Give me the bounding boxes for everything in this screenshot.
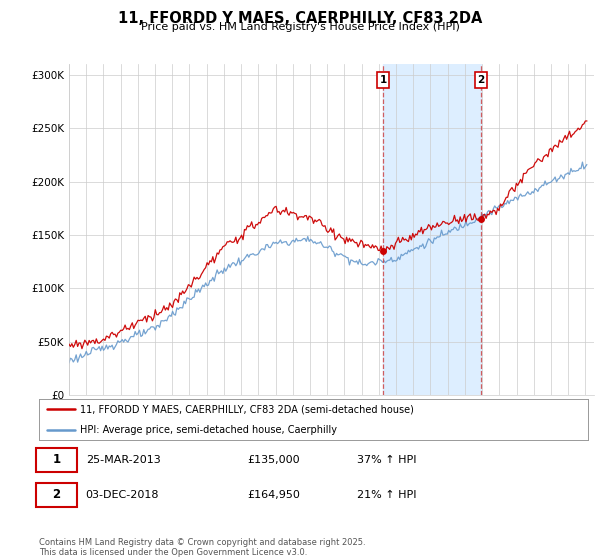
Text: Price paid vs. HM Land Registry's House Price Index (HPI): Price paid vs. HM Land Registry's House …	[140, 22, 460, 32]
Text: 2: 2	[477, 75, 484, 85]
Text: 25-MAR-2013: 25-MAR-2013	[86, 455, 160, 465]
Text: 1: 1	[379, 75, 386, 85]
Text: £135,000: £135,000	[248, 455, 300, 465]
FancyBboxPatch shape	[36, 448, 77, 472]
Text: 03-DEC-2018: 03-DEC-2018	[86, 490, 159, 500]
Text: 11, FFORDD Y MAES, CAERPHILLY, CF83 2DA: 11, FFORDD Y MAES, CAERPHILLY, CF83 2DA	[118, 11, 482, 26]
Text: HPI: Average price, semi-detached house, Caerphilly: HPI: Average price, semi-detached house,…	[80, 424, 337, 435]
Text: 11, FFORDD Y MAES, CAERPHILLY, CF83 2DA (semi-detached house): 11, FFORDD Y MAES, CAERPHILLY, CF83 2DA …	[80, 404, 414, 414]
Text: 21% ↑ HPI: 21% ↑ HPI	[358, 490, 417, 500]
FancyBboxPatch shape	[36, 483, 77, 507]
Text: 2: 2	[53, 488, 61, 501]
Text: Contains HM Land Registry data © Crown copyright and database right 2025.
This d: Contains HM Land Registry data © Crown c…	[39, 538, 365, 557]
Bar	[383, 64, 481, 395]
Text: 37% ↑ HPI: 37% ↑ HPI	[358, 455, 417, 465]
Text: 1: 1	[53, 454, 61, 466]
Text: £164,950: £164,950	[248, 490, 301, 500]
